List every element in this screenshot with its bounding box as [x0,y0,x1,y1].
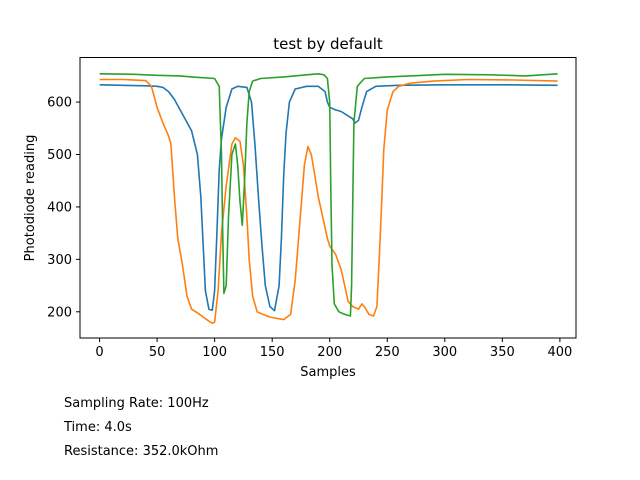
y-tick-label: 500 [47,148,72,163]
x-tick-label: 100 [202,345,227,360]
y-axis-label: Photodiode reading [23,135,38,262]
x-tick-label: 400 [547,345,572,360]
y-tick-label: 400 [47,200,72,215]
resistance-text: Resistance: 352.0kOhm [64,444,219,459]
time-text: Time: 4.0s [64,420,132,435]
chart-title: test by default [273,35,383,53]
y-tick-label: 600 [47,96,72,111]
series-line-2 [99,78,558,325]
y-tick-label: 300 [47,253,72,268]
series-line-3 [99,73,558,317]
y-tick-label: 200 [47,305,72,320]
x-axis-label: Samples [300,365,356,380]
x-tick-label: 200 [317,345,342,360]
x-tick-label: 250 [375,345,400,360]
plot-frame [79,57,577,339]
x-axis: 0 50 100 150 200 250 300 350 400 [95,338,572,360]
series-line-1 [99,84,558,312]
x-tick-label: 300 [432,345,457,360]
y-axis: 200 300 400 500 600 [47,96,80,320]
x-tick-label: 150 [260,345,285,360]
sampling-rate-text: Sampling Rate: 100Hz [64,396,209,411]
x-tick-label: 50 [149,345,166,360]
plot-area [99,73,558,325]
x-tick-label: 0 [95,345,103,360]
x-tick-label: 350 [490,345,515,360]
